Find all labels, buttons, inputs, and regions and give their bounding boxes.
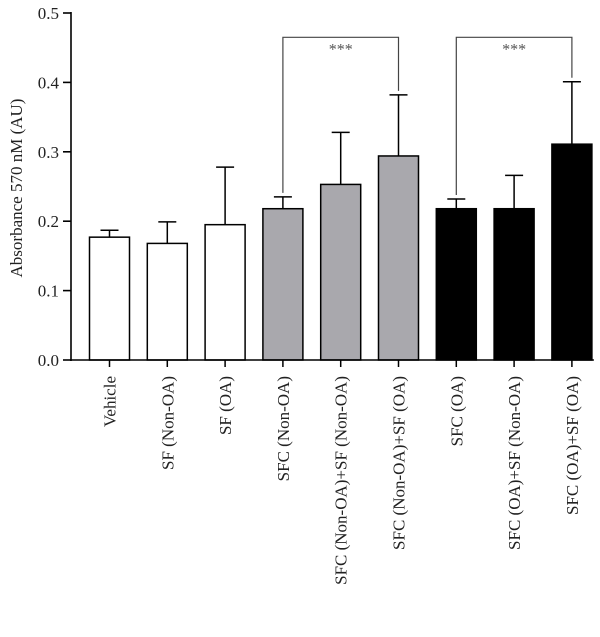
y-tick-label: 0.5: [38, 4, 59, 23]
bar: [377, 155, 420, 361]
y-tick-label: 0.1: [38, 282, 59, 301]
bars: [88, 80, 593, 361]
x-axis: Vehicle SF (Non-OA) SF (OA) SFC (Non-OA) SFC…: [70, 359, 594, 585]
significance-bracket: [455, 36, 573, 195]
bar: [319, 183, 362, 361]
significance-annotations: *** ***: [282, 36, 573, 195]
significance-label: ***: [502, 41, 526, 58]
bar: [493, 207, 535, 361]
y-axis: 0.0 0.1 0.2 0.3 0.4 0.5: [38, 4, 72, 370]
y-axis-title: Absorbance 570 nM (AU): [7, 99, 26, 278]
bar: [146, 242, 189, 361]
bar: [262, 207, 304, 361]
y-tick-label: 0.4: [38, 73, 60, 92]
bar: [551, 143, 593, 361]
bar: [204, 223, 246, 361]
x-tick-label: Vehicle: [101, 376, 120, 427]
x-tick-label: SFC (OA)+SF (Non-OA): [505, 376, 524, 550]
bar: [435, 207, 478, 361]
y-tick-label: 0.3: [38, 143, 59, 162]
x-tick-label: SFC (Non-OA): [274, 376, 293, 481]
x-tick-label: SFC (OA)+SF (OA): [563, 376, 582, 515]
significance-label: ***: [329, 41, 353, 58]
x-tick-label: SFC (OA): [447, 376, 466, 446]
x-tick-label: SFC (Non-OA)+SF (Non-OA): [332, 376, 351, 585]
y-tick-label: 0.2: [38, 212, 59, 231]
bar: [88, 236, 131, 361]
x-tick-label: SF (OA): [216, 376, 235, 435]
y-tick-label: 0.0: [38, 351, 59, 370]
significance-bracket: [282, 36, 400, 193]
x-tick-label: SFC (Non-OA)+SF (OA): [390, 376, 409, 550]
x-tick-label: SF (Non-OA): [158, 376, 177, 470]
